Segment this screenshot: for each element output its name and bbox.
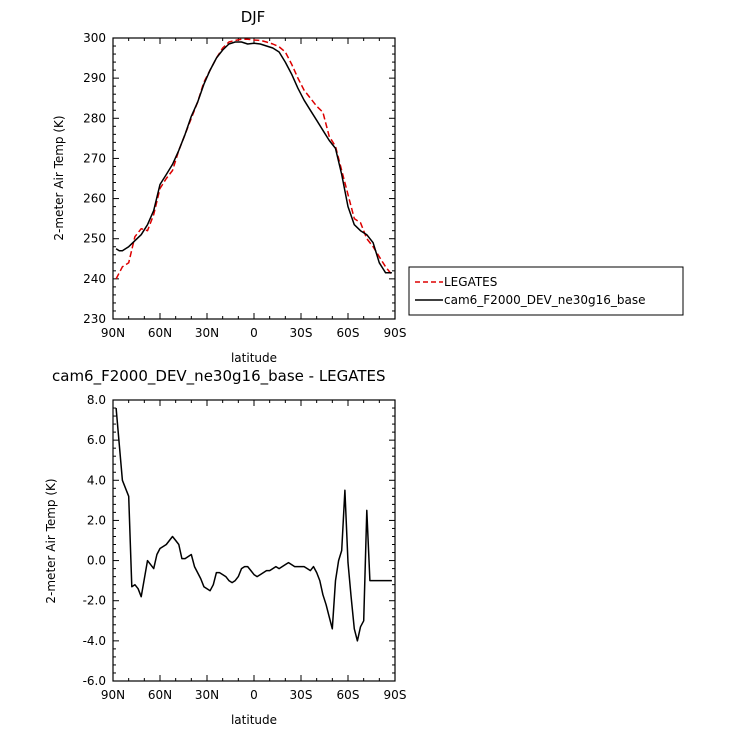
legend-label-legates: LEGATES: [444, 275, 497, 289]
top-x-tick-label: 30S: [290, 326, 313, 340]
bottom-y-tick-label: 4.0: [87, 473, 106, 487]
top-y-axis-label: 2-meter Air Temp (K): [52, 115, 66, 240]
bottom-x-axis-label: latitude: [231, 713, 277, 727]
legend-box: [408, 266, 684, 316]
legend-label-cam6: cam6_F2000_DEV_ne30g16_base: [444, 293, 646, 307]
top-chart-title: DJF: [241, 8, 266, 26]
top-y-tick-label: 230: [83, 312, 106, 326]
top-x-axis-label: latitude: [231, 351, 277, 365]
top-y-tick-label: 280: [83, 111, 106, 125]
bottom-y-tick-label: 8.0: [87, 393, 106, 407]
top-y-tick-label: 300: [83, 31, 106, 45]
top-y-tick-label: 270: [83, 151, 106, 165]
top-x-tick-label: 90N: [101, 326, 125, 340]
bottom-y-tick-label: 0.0: [87, 554, 106, 568]
bottom-x-tick-label: 60N: [148, 688, 172, 702]
top-chart-ticks: 90N 60N 30N 0 30S 60S 90S 230 240 250 260 270 280 290…: [83, 31, 406, 340]
top-plot-frame: [112, 37, 396, 320]
legend: LEGATES cam6_F2000_DEV_ne30g16_base: [408, 266, 684, 316]
bottom-x-tick-label: 60S: [337, 688, 360, 702]
bottom-plot-frame: [112, 399, 396, 682]
bottom-y-axis-label: 2-meter Air Temp (K): [44, 478, 58, 603]
bottom-x-tick-label: 0: [250, 688, 258, 702]
bottom-chart-series: [115, 407, 392, 642]
bottom-series-line-1: [115, 407, 392, 642]
bottom-chart-title: cam6_F2000_DEV_ne30g16_base - LEGATES: [52, 367, 386, 386]
bottom-x-tick-label: 30N: [195, 688, 219, 702]
bottom-y-tick-label: -6.0: [83, 674, 106, 688]
top-series-line-2: [115, 41, 392, 274]
top-x-tick-label: 90S: [384, 326, 407, 340]
top-series-line-1: [115, 38, 393, 280]
bottom-x-tick-label: 30S: [290, 688, 313, 702]
bottom-y-tick-label: -4.0: [83, 634, 106, 648]
top-y-tick-label: 260: [83, 192, 106, 206]
bottom-y-tick-label: 2.0: [87, 513, 106, 527]
top-x-tick-label: 0: [250, 326, 258, 340]
top-y-tick-label: 240: [83, 272, 106, 286]
top-panel: DJF 90N 60N 30N 0 30S 60S 90S 230 240 250 260 270 28…: [52, 8, 406, 365]
bottom-y-tick-label: 6.0: [87, 433, 106, 447]
bottom-y-tick-label: -2.0: [83, 594, 106, 608]
bottom-x-tick-label: 90S: [384, 688, 407, 702]
top-x-tick-label: 60N: [148, 326, 172, 340]
top-chart-series: [115, 38, 393, 280]
top-x-tick-label: 30N: [195, 326, 219, 340]
bottom-panel: cam6_F2000_DEV_ne30g16_base - LEGATES 90…: [44, 367, 406, 727]
bottom-x-tick-label: 90N: [101, 688, 125, 702]
top-x-tick-label: 60S: [337, 326, 360, 340]
bottom-chart-ticks: 90N 60N 30N 0 30S 60S 90S -6.0 -4.0 -2.0 0.0 2.0 4.0…: [83, 393, 407, 702]
top-y-tick-label: 250: [83, 232, 106, 246]
top-y-tick-label: 290: [83, 71, 106, 85]
